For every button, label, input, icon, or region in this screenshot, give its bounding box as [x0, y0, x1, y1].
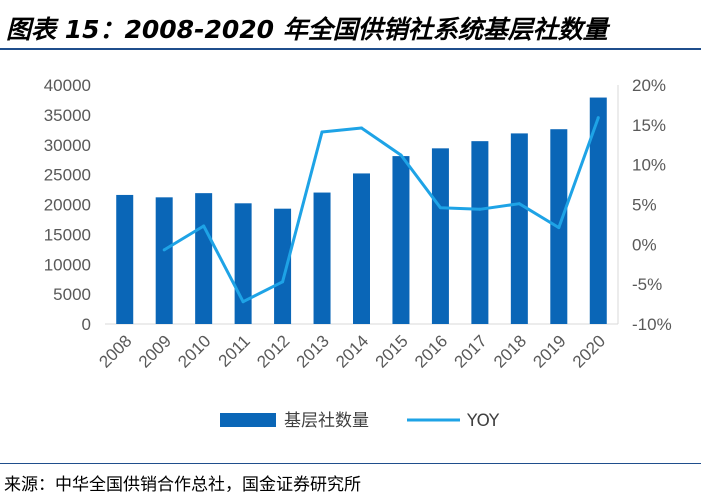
bar-2020: [589, 97, 607, 324]
yoy-point-2016: [438, 206, 442, 210]
right-axis-tick-label: 5%: [632, 196, 657, 215]
x-axis-tick-label: 2008: [95, 331, 135, 371]
x-axis-tick-label: 2015: [372, 331, 412, 371]
right-axis-tick-label: 20%: [632, 76, 666, 95]
bar-2012: [274, 208, 292, 324]
left-axis-tick-label: 5000: [53, 285, 91, 304]
yoy-point-2020: [596, 116, 600, 120]
x-axis-tick-label: 2020: [569, 331, 609, 371]
x-axis-tick-label: 2016: [411, 331, 451, 371]
right-axis-tick-label: 15%: [632, 116, 666, 135]
x-axis-tick-label: 2019: [529, 331, 569, 371]
legend-bar-label: 基层社数量: [284, 411, 369, 431]
legend-line-label: YOY: [466, 411, 500, 431]
right-axis-tick-label: -5%: [632, 275, 662, 294]
bar-2018: [510, 133, 528, 324]
yoy-point-2017: [478, 207, 482, 211]
left-axis-tick-label: 35000: [44, 106, 91, 125]
yoy-line: [163, 117, 600, 304]
bar-2016: [431, 148, 449, 324]
bar-2009: [155, 197, 173, 324]
left-axis-tick-label: 0: [82, 315, 91, 334]
yoy-point-2013: [320, 130, 324, 134]
x-axis-tick-label: 2014: [332, 331, 372, 371]
title-divider: [0, 48, 701, 50]
x-axis-tick-label: 2012: [253, 331, 293, 371]
figure-title: 图表 15：2008-2020 年全国供销社系统基层社数量: [6, 15, 608, 44]
x-axis-tick-label: 2011: [215, 331, 254, 370]
bar-2015: [392, 156, 410, 324]
right-axis-tick-label: 0%: [632, 235, 657, 254]
left-axis-tick-label: 15000: [44, 225, 91, 244]
x-axis-tick-label: 2017: [451, 331, 491, 371]
yoy-point-2009: [162, 248, 166, 252]
yoy-point-2012: [281, 280, 285, 284]
bar-2008: [116, 194, 134, 324]
yoy-point-2019: [557, 226, 561, 230]
yoy-point-2011: [241, 300, 245, 304]
left-axis-tick-label: 40000: [44, 76, 91, 95]
yoy-point-2018: [517, 202, 521, 206]
source-divider: [0, 463, 701, 464]
figure-source: 来源：中华全国供销合作总社，国金证券研究所: [4, 475, 361, 495]
right-axis-tick-label: 10%: [632, 156, 666, 175]
bar-2013: [313, 192, 331, 324]
yoy-point-2015: [399, 153, 403, 157]
bar-2011: [234, 203, 252, 324]
left-axis-tick-label: 25000: [44, 166, 91, 185]
x-axis-tick-label: 2010: [174, 331, 214, 371]
x-axis-tick-label: 2009: [135, 331, 175, 371]
yoy-point-2014: [360, 126, 363, 130]
legend-bar-swatch: [220, 413, 276, 427]
x-axis-tick-label: 2018: [490, 331, 530, 371]
bar-2010: [195, 193, 213, 324]
left-axis-tick-label: 10000: [44, 255, 91, 274]
bar-2014: [353, 173, 370, 324]
left-axis-tick-label: 20000: [44, 196, 91, 215]
right-axis-tick-label: -10%: [632, 315, 672, 334]
yoy-point-2010: [202, 224, 206, 228]
x-axis-tick-label: 2013: [293, 331, 333, 371]
bar-2017: [471, 141, 489, 324]
left-axis-tick-label: 30000: [44, 136, 91, 155]
figure-header: 图表 15：2008-2020 年全国供销社系统基层社数量: [0, 0, 701, 50]
combo-chart: 0 5000 10000 15000 20000 25000 30000 35000 40000…: [44, 76, 672, 431]
